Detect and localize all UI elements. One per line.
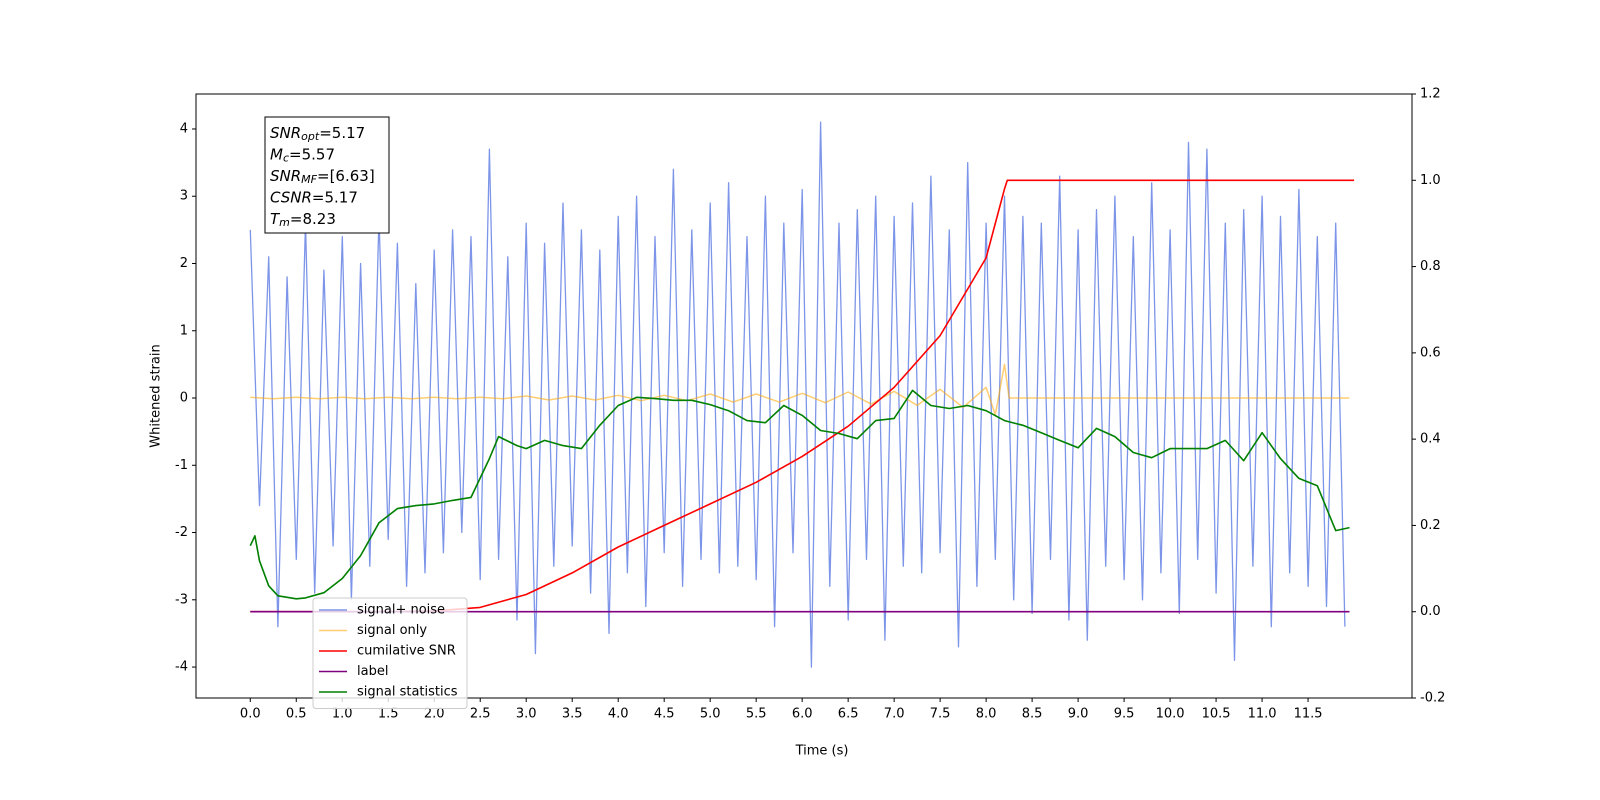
x-tick-label: 8.5 [1022,707,1043,722]
x-tick-label: 3.0 [516,707,537,722]
legend-label: label [357,664,388,679]
annotation-text: =[6.63] [317,167,375,185]
y-tick-label: 1 [180,323,188,338]
x-axis-label: Time (s) [795,744,849,759]
annotation-subscript: MF [301,173,317,186]
annotation-symbol: T [270,210,281,228]
series-line [250,363,1350,416]
x-tick-label: 8.0 [976,707,997,722]
y-axis-label: Whitened strain [149,344,164,447]
y-tick-label: -2 [175,525,188,540]
annotation: Tm=8.23 [270,210,336,230]
x-tick-label: 9.0 [1068,707,1089,722]
y2-tick-label: 1.0 [1420,173,1441,188]
annotation-text: =8.23 [290,210,336,228]
y-tick-label: 0 [180,391,188,406]
x-tick-label: 1.5 [378,707,399,722]
y2-tick-label: -0.2 [1420,691,1445,706]
x-tick-label: 1.0 [332,707,353,722]
x-tick-label: 10.5 [1202,707,1231,722]
x-tick-label: 6.0 [792,707,813,722]
legend-label: signal+ noise [357,603,445,618]
y2-tick-label: 0.0 [1420,604,1441,619]
y-tick-label: -4 [175,660,188,675]
legend-label: signal statistics [357,685,458,700]
legend-label: cumilative SNR [357,644,456,659]
y2-tick-label: 1.2 [1420,87,1441,102]
legend: signal+ noise signal only cumilative SNR la… [312,597,468,709]
x-tick-label: 0.0 [240,707,261,722]
annotation-subscript: opt [301,130,320,143]
y2-tick-label: 0.8 [1420,259,1441,274]
annotation-symbol: M [270,145,283,163]
annotation-symbol: SNR [270,124,301,142]
x-tick-label: 7.0 [884,707,905,722]
x-tick-label: 2.5 [470,707,491,722]
x-tick-label: 3.5 [562,707,583,722]
y-tick-label: 2 [180,256,188,271]
x-tick-label: 5.5 [746,707,767,722]
series-line [249,389,1350,600]
y2-tick-label: 0.2 [1420,518,1441,533]
legend-label: signal only [357,623,427,638]
annotation-symbol: CSNR [270,188,312,206]
annotation-symbol: SNR [270,167,301,185]
annotation: SNRopt=5.17 [270,124,365,144]
series-line [249,121,1346,668]
plot-frame [195,93,1413,699]
x-tick-label: 6.5 [838,707,859,722]
annotation: SNRMF=[6.63] [270,167,375,187]
y-tick-label: -3 [175,592,188,607]
y-tick-label: 4 [180,121,188,136]
y2-tick-label: 0.4 [1420,432,1441,447]
x-tick-label: 4.0 [608,707,629,722]
x-tick-label: 11.0 [1248,707,1277,722]
annotation: Mc=5.57 [270,145,335,165]
x-tick-label: 5.0 [700,707,721,722]
annotation-subscript: m [279,216,290,229]
series-line [250,179,1355,613]
annotation-text: =5.17 [312,188,358,206]
annotation-box: SNRopt=5.17Mc=5.57SNRMF=[6.63]CSNR=5.17T… [264,116,390,234]
annotation-frame [264,116,390,234]
x-tick-label: 10.0 [1156,707,1185,722]
x-tick-label: 2.0 [424,707,445,722]
legend-frame [312,597,468,709]
annotation-subscript: c [283,152,289,165]
x-tick-label: 11.5 [1294,707,1323,722]
x-tick-label: 4.5 [654,707,675,722]
x-tick-label: 0.5 [286,707,307,722]
annotation-text: =5.57 [289,145,335,163]
annotation-text: =5.17 [319,124,365,142]
x-tick-label: 7.5 [930,707,951,722]
x-tick-label: 9.5 [1114,707,1135,722]
y-tick-label: 3 [180,189,188,204]
annotation: CSNR=5.17 [270,188,358,206]
y2-tick-label: 0.6 [1420,345,1441,360]
y-tick-label: -1 [175,458,188,473]
